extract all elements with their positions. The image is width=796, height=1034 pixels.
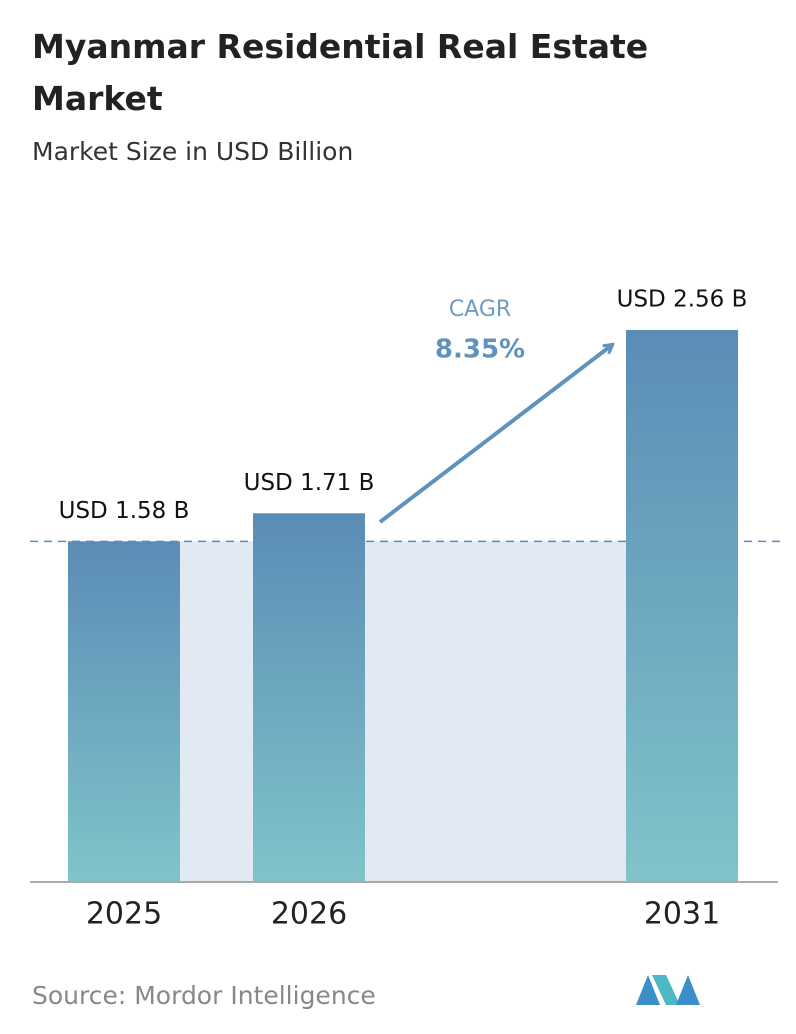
chart-subtitle: Market Size in USD Billion (32, 137, 353, 166)
bar (626, 330, 738, 882)
value-label: USD 2.56 B (617, 287, 748, 313)
chart-title: Myanmar Residential Real Estate Market (32, 27, 648, 118)
value-label: USD 1.71 B (244, 470, 375, 496)
value-label: USD 1.58 B (59, 498, 190, 524)
cagr-arrow (378, 345, 612, 524)
bar (68, 541, 180, 882)
x-tick-label: 2026 (271, 897, 347, 932)
source: Source: Mordor Intelligence (32, 981, 376, 1010)
cagr-value: 8.35% (435, 335, 525, 365)
x-tick-label: 2025 (86, 897, 162, 932)
bar (253, 513, 365, 882)
x-tick-label: 2031 (644, 897, 720, 932)
cagr-label: CAGR (449, 297, 511, 322)
logo (636, 975, 700, 1005)
